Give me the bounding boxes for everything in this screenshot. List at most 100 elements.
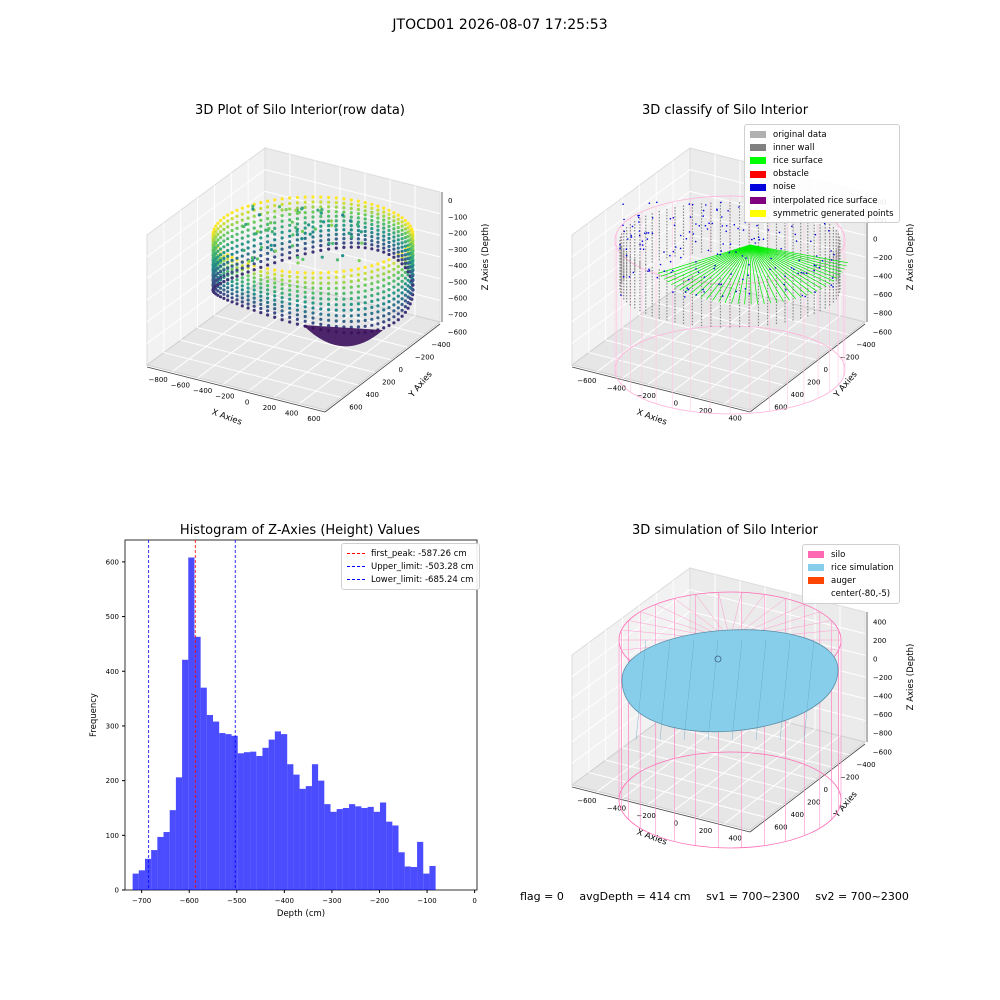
raw-grid-line [222, 296, 341, 385]
classify-noise-point [641, 240, 644, 242]
classify-noise-point [735, 251, 737, 253]
raw-data-point [246, 204, 250, 208]
raw-data-point [273, 238, 277, 242]
raw-data-point [334, 232, 338, 236]
raw-data-point [273, 232, 277, 236]
simulation-z-tick-label: −600 [873, 711, 892, 719]
raw-data-point [288, 284, 292, 288]
raw-data-point [376, 286, 380, 290]
raw-data-point [327, 214, 331, 218]
raw-data-point [396, 230, 400, 234]
classify-noise-point [647, 232, 650, 234]
raw-data-point [349, 314, 353, 318]
simulation-3d-plot[interactable]: −600−400−20002004006004002000−200−400−60… [560, 550, 920, 880]
histogram-legend-label: Upper_limit: -503.28 cm [371, 561, 474, 572]
raw-data-point [363, 318, 367, 322]
raw-data-point [259, 286, 263, 290]
histogram-bar [188, 557, 195, 890]
raw-data-point [327, 228, 331, 232]
raw-data-point [296, 255, 300, 259]
raw-data-point [226, 298, 230, 302]
raw-data-point [334, 210, 338, 214]
raw-data-point [370, 222, 374, 227]
raw-data-point [214, 257, 218, 261]
raw-data-point [342, 241, 346, 245]
raw-data-point [212, 254, 216, 258]
raw-z-tick-label: −100 [448, 213, 467, 221]
raw-data-point [348, 219, 353, 223]
raw-data-point [319, 307, 323, 311]
classify-noise-point [758, 238, 761, 241]
raw-data-point [387, 212, 391, 216]
raw-z-tick-label: −300 [448, 246, 467, 254]
raw-data-point [349, 211, 353, 215]
raw-data-point [334, 286, 338, 290]
classify-rice-surface [679, 244, 751, 291]
raw-data-point [303, 295, 307, 299]
raw-data-point [230, 292, 234, 296]
classify-legend-label: symmetric generated points [773, 208, 894, 219]
classify-z-tick-label: 0 [873, 235, 877, 243]
raw-data-point [273, 290, 277, 294]
raw-data-point [219, 218, 223, 223]
raw-data-point [280, 247, 284, 251]
raw-data-point [219, 253, 223, 257]
raw-data-point [327, 313, 331, 317]
classify-noise-point [800, 271, 803, 274]
raw-data-point [342, 219, 346, 223]
histogram-bar [213, 721, 220, 890]
classify-rice-surface [749, 244, 823, 290]
raw-data-point [396, 300, 400, 304]
classify-noise-point [648, 268, 650, 271]
raw-data-point [280, 208, 284, 212]
raw-data-point [273, 226, 277, 230]
classify-noise-point [679, 234, 682, 237]
raw-data-point [382, 314, 386, 318]
raw-data-point [216, 244, 220, 248]
classify-rice-surface [657, 244, 751, 274]
raw-data-point [280, 236, 284, 240]
classify-noise-point [646, 238, 649, 240]
raw-data-point [406, 301, 410, 305]
classify-noise-point [626, 238, 629, 240]
raw-data-point [219, 270, 223, 274]
raw-data-point [266, 296, 270, 300]
raw-data-point [363, 242, 367, 246]
raw-3d-plot[interactable]: −800−600−400−20002004006006004002000−200… [135, 130, 495, 470]
raw-data-point [376, 268, 380, 272]
raw-data-point [311, 271, 315, 275]
raw-data-point [303, 310, 307, 314]
raw-data-point [280, 225, 284, 229]
raw-data-point [288, 240, 292, 244]
histogram-bar [417, 841, 424, 890]
classify-noise-point [778, 231, 781, 234]
raw-data-point [235, 226, 239, 230]
classify-noise-point [751, 238, 753, 241]
raw-data-point [246, 240, 250, 244]
raw-data-point [392, 247, 396, 251]
raw-data-point [307, 223, 311, 227]
classify-legend-item: symmetric generated points [750, 207, 894, 220]
histogram-chart[interactable]: −700 −600 −500 −400 −300 −200 −100 0 0 100 200 300 4… [80, 530, 490, 920]
raw-data-point [273, 302, 277, 307]
classify-rice-surface [718, 244, 751, 303]
histogram-bar [256, 756, 263, 890]
raw-data-point [288, 245, 292, 249]
raw-data-point [319, 297, 323, 301]
raw-data-point [291, 233, 295, 237]
raw-data-point [280, 258, 284, 262]
classify-noise-point [641, 244, 644, 246]
raw-data-point [370, 214, 374, 218]
classify-noise-point [680, 256, 682, 259]
histogram-bar [355, 806, 362, 890]
raw-data-point [303, 319, 307, 323]
classify-noise-point [756, 224, 758, 227]
raw-data-point [350, 235, 354, 239]
raw-data-point [226, 286, 230, 290]
raw-data-point [327, 286, 331, 291]
raw-data-point [280, 274, 284, 278]
raw-data-point [246, 216, 250, 220]
raw-data-point [211, 235, 215, 239]
raw-data-point [403, 305, 407, 309]
raw-data-point [244, 222, 248, 227]
